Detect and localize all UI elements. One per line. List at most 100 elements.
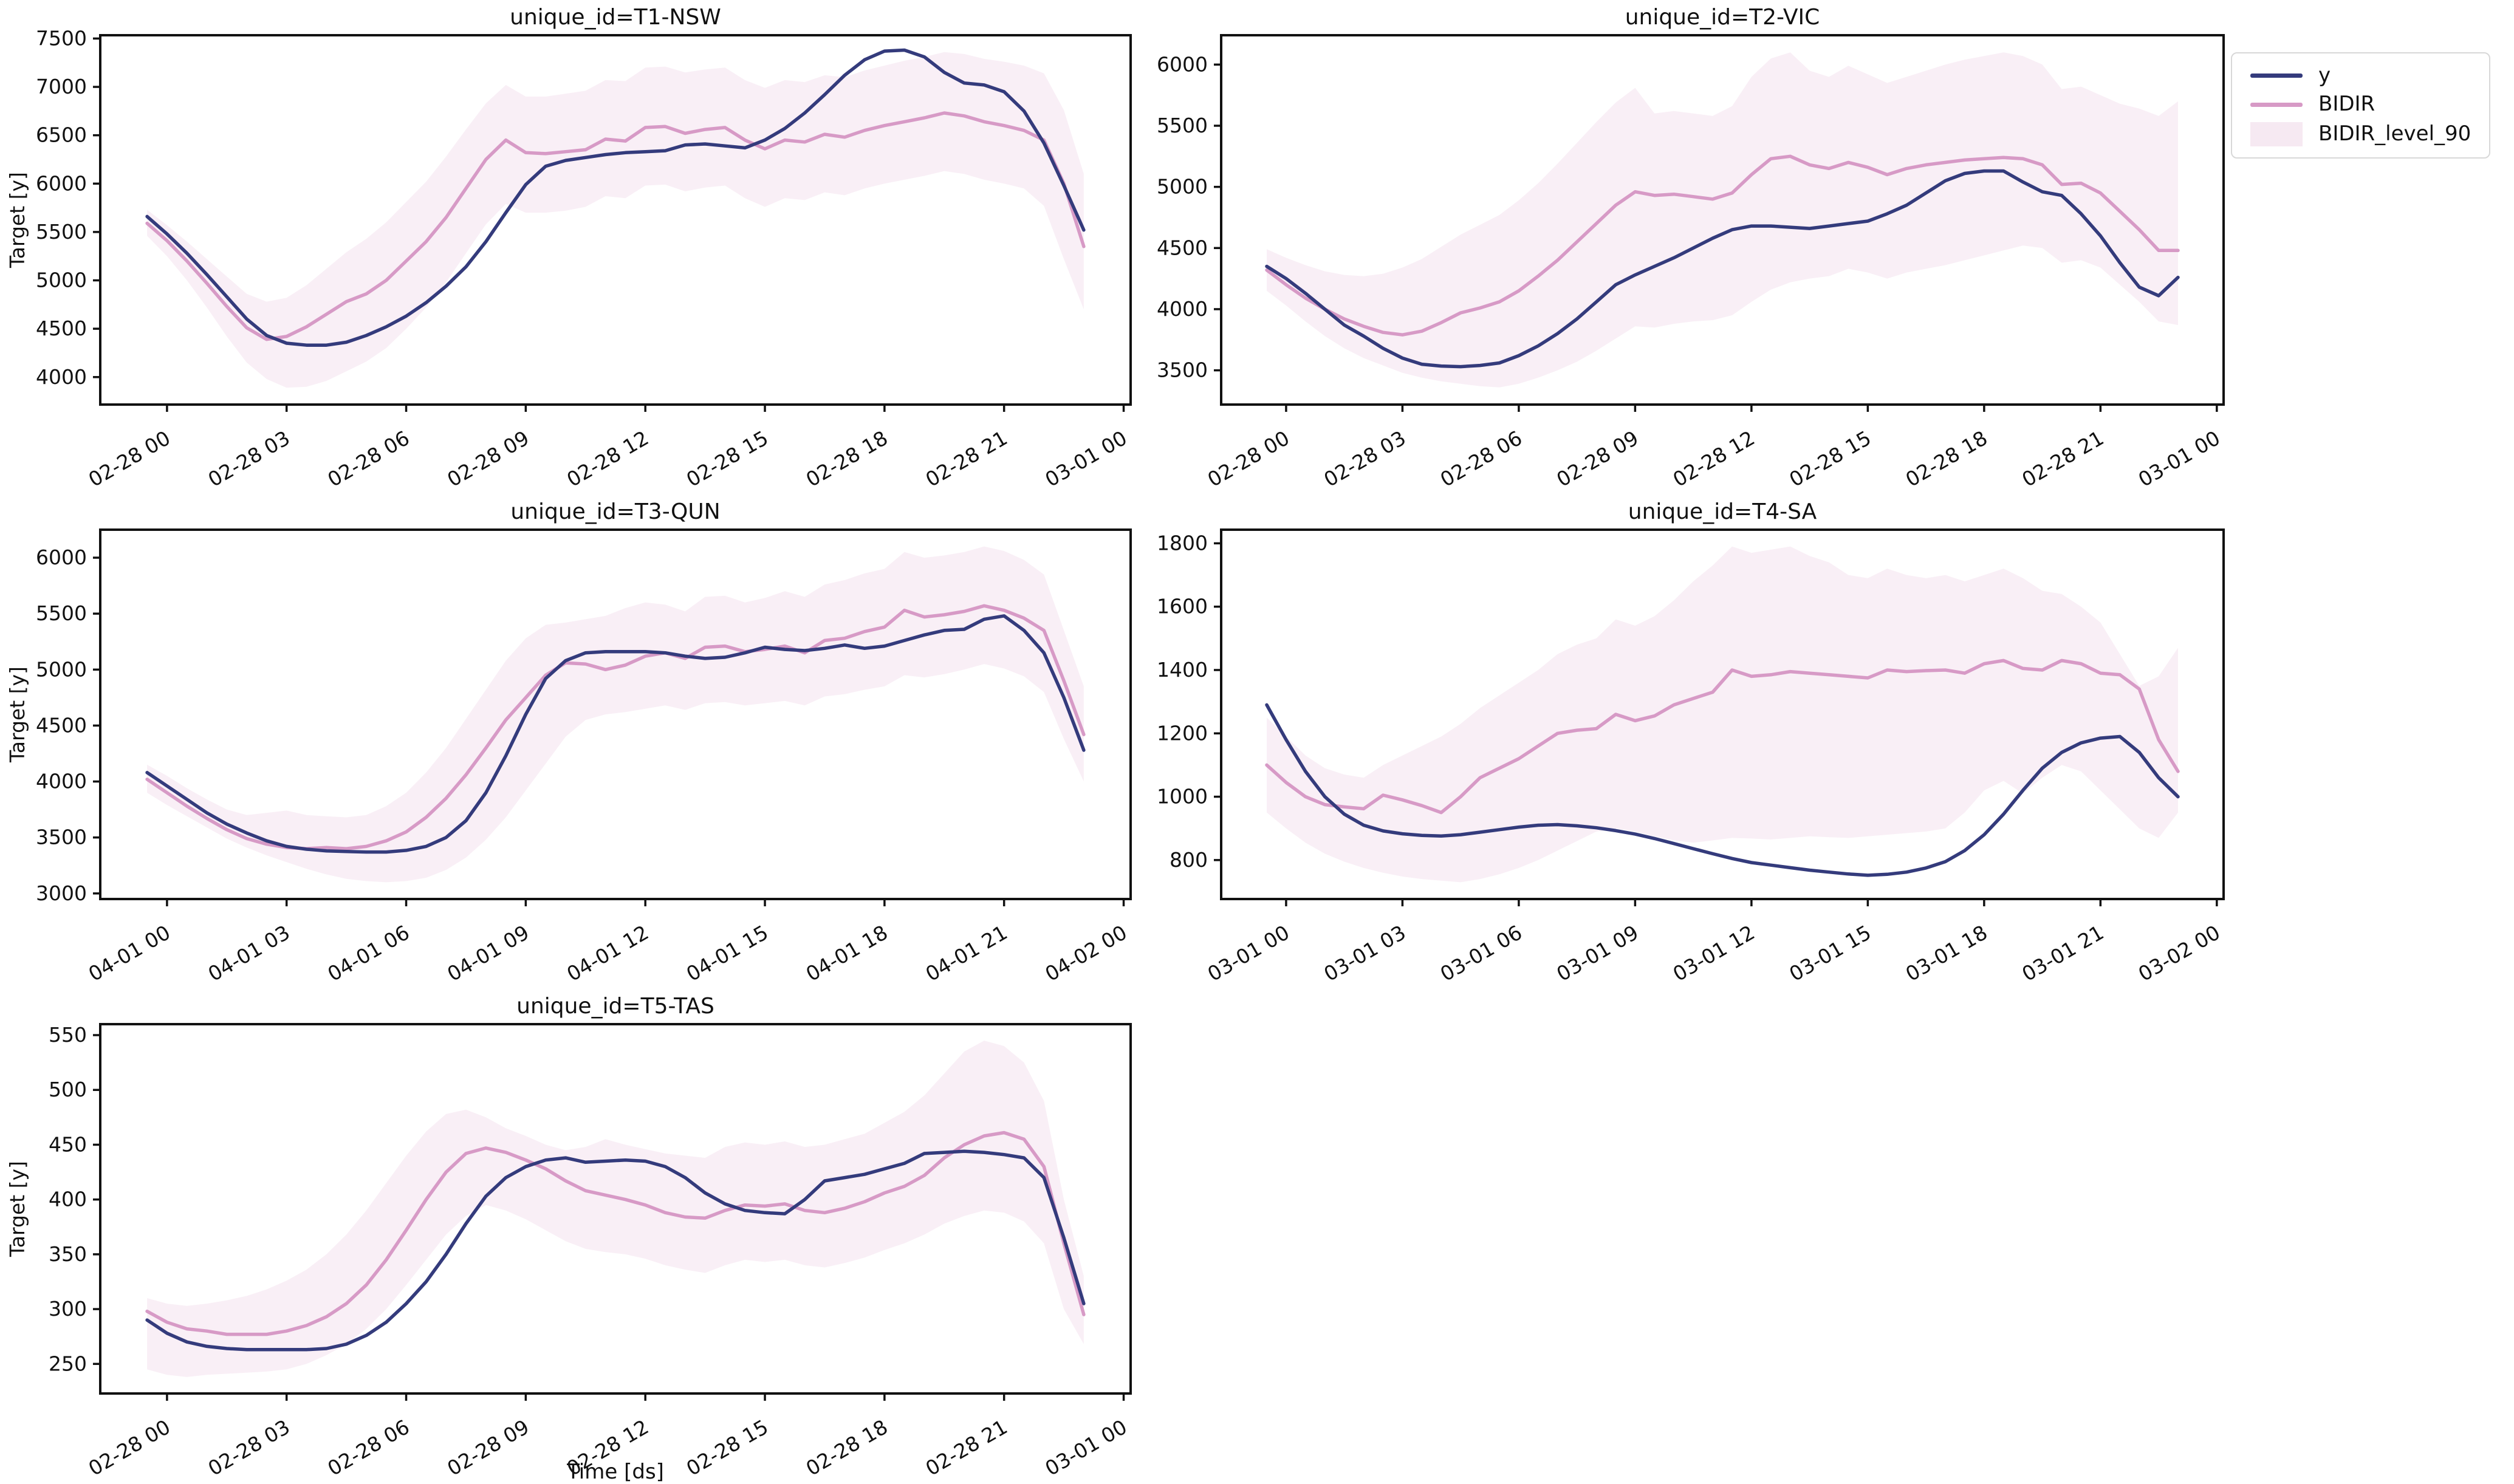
bidir-level-90-band (1267, 52, 2178, 388)
axes-spines (99, 1023, 1132, 1395)
y-line-swatch (2250, 74, 2303, 78)
x-tick-label: 02-28 21 (922, 426, 1012, 491)
bidir-level-90-band (147, 546, 1084, 883)
x-tick-label: 02-28 09 (443, 1415, 533, 1480)
y-tick-label: 1200 (1157, 721, 1208, 745)
axes-spines (1220, 34, 2225, 406)
legend-item-bidir: BIDIR (2250, 92, 2471, 117)
legend-label-bidir-level-90: BIDIR_level_90 (2318, 121, 2471, 146)
x-tick-label: 02-28 18 (802, 426, 892, 491)
bidir-line (145, 1130, 1086, 1336)
x-tick-label: 02-28 15 (682, 426, 772, 491)
y-tick-label: 6000 (36, 171, 87, 195)
y-line (1265, 703, 2180, 877)
legend-label-bidir: BIDIR (2318, 92, 2375, 117)
x-tick-label: 03-01 15 (1785, 920, 1875, 986)
y-tick-label: 1600 (1157, 595, 1208, 618)
legend-item-y: y (2250, 64, 2471, 87)
subplot-t4-sa: 800 1000 1200 1400 1600 1800 03-01 00 03-01 03 0… (1157, 499, 2225, 986)
x-tick-label: 03-01 06 (1436, 920, 1526, 986)
y-tick-label: 4000 (1157, 297, 1208, 321)
y-tick-label: 5000 (36, 268, 87, 292)
subplot-title: unique_id=T5-TAS (516, 994, 714, 1019)
x-tick-label: 02-28 12 (563, 426, 652, 491)
subplot-title: unique_id=T2-VIC (1625, 5, 1820, 30)
y-tick-label: 1400 (1157, 658, 1208, 682)
y-tick-label: 7000 (36, 75, 87, 98)
x-tick-label: 02-28 03 (204, 1415, 294, 1480)
bidir-line (145, 111, 1086, 341)
bidir-line-swatch (2250, 102, 2303, 107)
y-tick-label: 3000 (36, 881, 87, 905)
x-tick-label: 03-01 09 (1552, 920, 1642, 986)
x-tick-label: 02-28 03 (1320, 426, 1409, 491)
y-tick-label: 6000 (36, 545, 87, 569)
y-tick-label: 3500 (1157, 358, 1208, 382)
y-tick-label: 5500 (1157, 114, 1208, 137)
x-tick-label: 02-28 09 (1552, 426, 1642, 491)
y-tick-label: 7500 (36, 26, 87, 50)
y-tick-label: 500 (49, 1078, 87, 1101)
bidir-line (1265, 154, 2180, 337)
legend: y BIDIR BIDIR_level_90 (2231, 52, 2491, 159)
y-tick-label: 550 (49, 1023, 87, 1047)
x-tick-label: 02-28 15 (1785, 426, 1875, 491)
x-tick-label: 02-28 00 (84, 426, 174, 491)
y-line (145, 48, 1086, 347)
x-axis-label: Time [ds] (566, 1460, 664, 1484)
subplot-t2-vic: 3500 4000 4500 5000 5500 6000 02-28 00 02-28 03… (1157, 5, 2225, 491)
subplot-t3-qun: 3000 3500 4000 4500 5000 5500 6000 04-01 00 04-0… (5, 499, 1132, 986)
subplot-t5-tas: 250 300 350 400 450 500 550 02-28 00 02-28 03 02-… (5, 994, 1132, 1484)
x-tick-label: 03-01 00 (1041, 426, 1131, 491)
y-tick-label: 5000 (1157, 175, 1208, 199)
x-tick-label: 04-01 00 (84, 920, 174, 986)
y-tick-label: 5500 (36, 601, 87, 625)
y-line (145, 1149, 1086, 1352)
bidir-level-90-band (1267, 546, 2178, 883)
y-tick-label: 4500 (1157, 236, 1208, 259)
x-tick-label: 04-01 06 (324, 920, 414, 986)
x-tick-label: 04-01 03 (204, 920, 294, 986)
y-tick-label: 5500 (36, 220, 87, 244)
x-tick-label: 03-01 21 (2018, 920, 2108, 986)
x-tick-label: 04-01 15 (682, 920, 772, 986)
x-tick-label: 02-28 12 (1669, 426, 1759, 491)
x-tick-label: 03-01 12 (1669, 920, 1759, 986)
bidir-line (1265, 658, 2180, 815)
y-tick-label: 800 (1170, 848, 1208, 872)
y-tick-label: 4000 (36, 365, 87, 389)
y-tick-label: 5000 (36, 657, 87, 681)
y-axis-label: Target [y] (5, 666, 29, 763)
x-tick-label: 03-01 00 (2134, 426, 2224, 491)
axes-spines (99, 34, 1132, 406)
bidir-band-swatch (2250, 121, 2303, 146)
y-tick-label: 250 (49, 1352, 87, 1375)
x-tick-label: 04-01 21 (922, 920, 1012, 986)
y-tick-label: 6500 (36, 123, 87, 147)
subplot-title: unique_id=T4-SA (1628, 499, 1817, 524)
x-tick-label: 02-28 18 (802, 1415, 892, 1480)
x-tick-label: 02-28 06 (1436, 426, 1526, 491)
y-tick-label: 4500 (36, 316, 87, 340)
y-line (145, 614, 1086, 854)
x-tick-label: 02-28 15 (682, 1415, 772, 1480)
x-tick-label: 03-01 00 (1204, 920, 1293, 986)
x-tick-label: 02-28 00 (1204, 426, 1293, 491)
x-tick-label: 03-02 00 (2134, 920, 2224, 986)
y-tick-label: 400 (49, 1188, 87, 1211)
x-tick-label: 04-02 00 (1041, 920, 1131, 986)
axes-spines (1220, 528, 2225, 900)
y-tick-label: 1800 (1157, 531, 1208, 555)
x-tick-label: 02-28 21 (922, 1415, 1012, 1480)
y-tick-label: 300 (49, 1297, 87, 1321)
y-axis-label: Target [y] (5, 1161, 29, 1257)
bidir-level-90-band (147, 1041, 1084, 1377)
axes-spines (99, 528, 1132, 900)
x-tick-label: 02-28 21 (2018, 426, 2108, 491)
x-tick-label: 04-01 12 (563, 920, 652, 986)
y-line (1265, 169, 2180, 369)
x-tick-label: 02-28 06 (324, 1415, 414, 1480)
y-tick-label: 6000 (1157, 52, 1208, 76)
